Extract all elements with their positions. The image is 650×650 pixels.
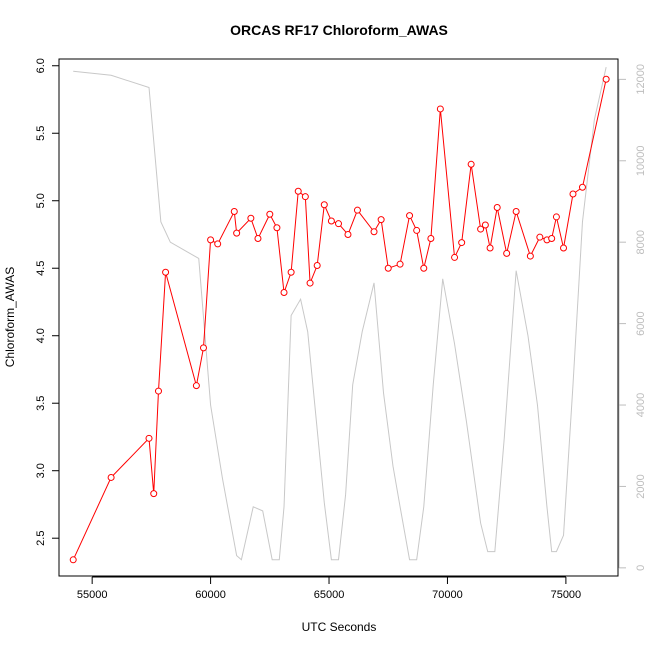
y-tick-label: 2.5 <box>35 531 47 546</box>
series-layer <box>69 67 610 564</box>
data-point <box>335 220 342 228</box>
data-point <box>503 249 511 257</box>
data-point <box>145 434 153 442</box>
data-point <box>313 262 321 270</box>
y-tick-label: 4.5 <box>35 261 47 276</box>
data-point <box>353 206 361 214</box>
data-point <box>396 260 404 268</box>
data-point <box>477 225 485 233</box>
series-primary <box>69 75 610 564</box>
series-line <box>73 67 607 561</box>
series-line <box>72 79 607 561</box>
x-axis: 55000 60000 65000 70000 75000 <box>77 576 582 601</box>
y2-tick-label: 6000 <box>635 311 647 335</box>
data-point <box>207 236 215 244</box>
y-tick-label: 5.5 <box>35 126 47 141</box>
data-point <box>273 224 281 232</box>
y2-tick-label: 2000 <box>635 474 647 498</box>
data-point <box>266 210 274 218</box>
x-axis-label: UTC Seconds <box>302 620 377 634</box>
plot-box <box>58 58 619 577</box>
data-point <box>467 160 475 168</box>
data-point <box>406 212 414 220</box>
data-point <box>233 229 241 237</box>
data-point <box>69 556 77 564</box>
data-point <box>192 382 200 390</box>
data-point <box>162 268 170 276</box>
data-point <box>512 208 520 216</box>
data-point <box>254 235 262 243</box>
data-point <box>384 264 392 272</box>
y-axis: 2.5 3.0 3.5 4.0 4.5 5.0 5.5 6.0 <box>35 58 60 546</box>
x-tick-label: 65000 <box>314 589 345 601</box>
data-point <box>150 490 158 498</box>
data-point <box>578 183 586 191</box>
data-point <box>493 203 501 211</box>
data-point <box>486 244 494 252</box>
data-point <box>377 216 385 224</box>
data-point <box>560 244 568 252</box>
data-point <box>458 239 466 247</box>
data-point <box>230 208 238 216</box>
data-point <box>344 230 352 238</box>
data-point <box>536 233 544 241</box>
y2-tick-label: 0 <box>635 565 647 571</box>
data-point <box>436 105 444 113</box>
data-point <box>481 221 489 229</box>
y-tick-label: 3.5 <box>35 396 47 411</box>
data-point <box>552 213 560 221</box>
y-tick-label: 6.0 <box>35 58 47 73</box>
y2-tick-label: 10000 <box>635 145 647 176</box>
data-point <box>427 235 435 243</box>
data-point <box>199 344 207 352</box>
data-point <box>287 268 295 276</box>
y2-axis: 0 2000 4000 6000 8000 10000 12000 <box>618 64 647 571</box>
data-point <box>413 226 421 234</box>
x-tick-label: 55000 <box>77 589 108 601</box>
data-point <box>420 264 428 272</box>
data-point <box>320 201 328 209</box>
data-point <box>301 193 309 201</box>
y-tick-label: 3.0 <box>35 463 47 478</box>
data-point <box>548 235 556 243</box>
data-point <box>327 217 335 225</box>
data-point <box>280 289 288 297</box>
data-point <box>526 252 534 260</box>
x-tick-label: 75000 <box>551 589 582 601</box>
data-point <box>370 228 378 236</box>
y2-tick-label: 12000 <box>635 64 647 95</box>
data-point <box>294 187 302 195</box>
x-tick-label: 60000 <box>195 589 226 601</box>
data-point <box>602 75 610 83</box>
data-point <box>451 253 459 261</box>
y2-tick-label: 8000 <box>635 230 647 254</box>
y-tick-label: 5.0 <box>35 193 47 208</box>
y-tick-label: 4.0 <box>35 328 47 343</box>
y-axis-label: Chloroform_AWAS <box>3 267 17 367</box>
chart-title: ORCAS RF17 Chloroform_AWAS <box>230 22 448 38</box>
data-point <box>107 473 115 481</box>
x-tick-label: 70000 <box>432 589 463 601</box>
data-point <box>154 387 162 395</box>
data-point <box>306 279 314 287</box>
data-point <box>214 240 222 248</box>
data-point <box>569 190 577 198</box>
data-point <box>247 214 255 222</box>
y2-tick-label: 4000 <box>635 393 647 417</box>
series-secondary <box>73 67 607 561</box>
